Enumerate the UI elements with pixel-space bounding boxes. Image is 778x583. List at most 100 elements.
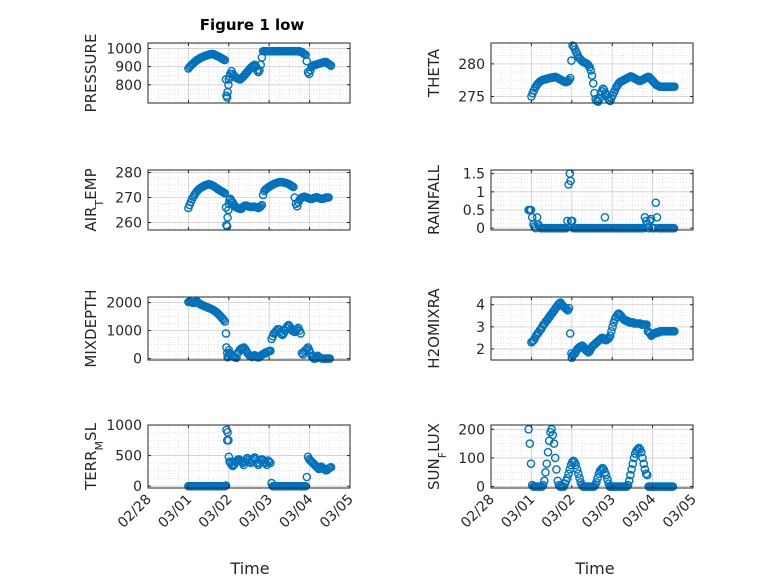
- axes-box: [490, 169, 694, 231]
- y-axis-label: PRESSURE: [82, 34, 100, 113]
- data-point: [549, 439, 559, 448]
- data-point: [525, 439, 535, 448]
- y-axis-label-subscript: F: [436, 452, 449, 458]
- y-axis-label-subscript: M: [93, 441, 106, 451]
- y-tick-label: 1: [476, 185, 485, 201]
- y-axis-label-part: THETA: [425, 48, 443, 98]
- data-point: [219, 315, 228, 325]
- y-tick-label: 0.5: [463, 203, 485, 219]
- data-point: [263, 456, 273, 465]
- data-point: [299, 49, 309, 59]
- data-point: [567, 56, 576, 65]
- data-point: [548, 430, 558, 440]
- subplot-4: 0 0.5 1 1.5 RAINFALL: [425, 164, 694, 237]
- data-point: [584, 60, 593, 70]
- subplot-5: 0 1000 2000 MIXDEPTH: [82, 289, 351, 368]
- data-point: [224, 205, 233, 215]
- y-tick-label: 2: [476, 342, 485, 358]
- data-point: [645, 216, 655, 226]
- data-point: [221, 329, 231, 338]
- data-point: [639, 459, 649, 469]
- data-point: [564, 469, 573, 479]
- data-point: [550, 453, 560, 463]
- y-axis-label-part: TERR: [82, 450, 100, 491]
- axes-box: [490, 424, 694, 489]
- y-axis-label: THETA: [425, 48, 443, 98]
- figure-title: Figure 1 low: [200, 16, 305, 34]
- y-axis-label-part: SUN: [425, 458, 443, 490]
- data-point: [670, 326, 679, 336]
- y-tick-label: 2000: [106, 296, 142, 312]
- data-point: [652, 212, 662, 222]
- data-point: [608, 322, 617, 332]
- data-point: [524, 424, 533, 434]
- data-point: [565, 73, 575, 83]
- data-point: [253, 67, 263, 77]
- data-point: [326, 462, 336, 472]
- data-point: [569, 456, 578, 466]
- axes-box: [490, 42, 694, 104]
- y-axis-label-part: PRESSURE: [82, 34, 100, 113]
- data-point: [325, 60, 335, 70]
- data-point: [624, 476, 634, 486]
- y-axis-label: H2OMIXRA: [425, 288, 443, 369]
- subplot-2: 275 280 THETA: [425, 41, 694, 106]
- y-axis-label-part: MIXDEPTH: [82, 289, 100, 367]
- data-point: [588, 79, 598, 88]
- axes-box: [147, 424, 351, 489]
- data-point: [627, 465, 636, 474]
- data-point: [261, 458, 270, 468]
- y-tick-label: 260: [115, 216, 142, 232]
- data-point: [538, 480, 548, 490]
- y-tick-label: 270: [115, 191, 142, 207]
- data-point: [223, 427, 232, 437]
- y-axis-label: SUNFLUX: [425, 423, 449, 490]
- y-tick-label: 1000: [106, 41, 142, 57]
- y-axis-label-part: AIR: [82, 207, 100, 232]
- axes-box: [147, 169, 351, 231]
- data-point: [266, 346, 275, 356]
- data-point: [543, 447, 553, 457]
- data-point: [670, 82, 679, 91]
- y-axis-label: TERRMSL: [82, 422, 106, 491]
- data-point: [224, 80, 233, 90]
- data-point: [643, 470, 652, 480]
- data-point: [623, 480, 633, 490]
- data-point: [561, 303, 570, 313]
- data-point: [605, 331, 615, 341]
- data-point: [586, 66, 596, 75]
- data-point: [289, 182, 298, 192]
- data-point: [641, 216, 651, 226]
- data-point: [255, 203, 264, 212]
- data-point: [256, 201, 266, 211]
- data-point: [603, 475, 612, 484]
- data-point: [326, 61, 336, 70]
- data-point: [626, 470, 635, 480]
- data-point: [566, 176, 575, 186]
- data-point: [598, 463, 607, 473]
- data-point: [637, 447, 646, 457]
- y-tick-label: 0: [476, 480, 485, 496]
- x-axis-label-right: Time: [574, 559, 614, 578]
- y-tick-label: 0: [133, 352, 142, 368]
- data-point: [304, 69, 314, 79]
- y-tick-label: 4: [476, 298, 485, 314]
- y-tick-label: 200: [458, 422, 485, 438]
- data-point: [222, 93, 232, 102]
- y-tick-label: 3: [476, 320, 485, 336]
- data-point: [526, 459, 536, 469]
- data-point: [324, 193, 333, 202]
- data-point: [646, 214, 656, 224]
- y-axis-label-part: SL: [82, 422, 100, 441]
- y-axis-label: RAINFALL: [425, 164, 443, 235]
- data-point: [220, 188, 230, 198]
- data-point: [600, 212, 610, 222]
- subplot-1: 800 900 1000 PRESSURE: [82, 34, 351, 113]
- data-point: [601, 470, 611, 480]
- data-point: [302, 472, 312, 482]
- data-point: [668, 482, 678, 491]
- data-point: [542, 459, 552, 469]
- y-tick-label: 1000: [106, 324, 142, 340]
- x-axis-label-left: Time: [229, 559, 269, 578]
- data-point: [264, 457, 274, 467]
